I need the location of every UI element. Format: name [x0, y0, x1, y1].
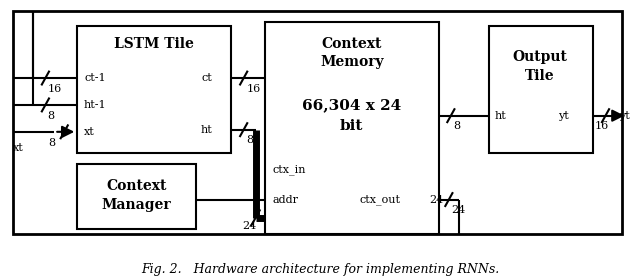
Text: Fig. 2.   Hardware architecture for implementing RNNs.: Fig. 2. Hardware architecture for implem…: [141, 263, 499, 276]
Text: addr: addr: [273, 194, 298, 204]
Text: 24: 24: [451, 205, 465, 215]
Bar: [77, 26, 231, 153]
Text: LSTM Tile: LSTM Tile: [113, 37, 193, 51]
Text: Manager: Manager: [102, 198, 172, 212]
Text: Context: Context: [106, 179, 167, 193]
Text: xt: xt: [13, 143, 24, 153]
Text: yt: yt: [620, 111, 630, 121]
Text: Memory: Memory: [320, 55, 383, 69]
Text: 8: 8: [453, 121, 460, 131]
Text: xt: xt: [84, 127, 95, 137]
Text: yt: yt: [558, 111, 569, 121]
Bar: [266, 22, 439, 234]
Text: Output: Output: [513, 50, 568, 63]
Text: 8: 8: [49, 138, 56, 148]
Text: Context: Context: [321, 37, 382, 51]
Bar: [77, 164, 196, 229]
Text: 24: 24: [429, 194, 444, 204]
Text: ct: ct: [201, 73, 212, 83]
Text: ht: ht: [201, 125, 212, 135]
Text: ht: ht: [495, 111, 506, 121]
Text: Tile: Tile: [525, 69, 555, 83]
Text: 16: 16: [47, 84, 61, 94]
Text: 8: 8: [47, 111, 54, 121]
Bar: [488, 26, 593, 153]
Text: bit: bit: [340, 119, 364, 134]
Text: ht-1: ht-1: [84, 100, 107, 110]
Text: 16: 16: [246, 84, 261, 94]
Text: 24: 24: [243, 221, 257, 232]
Text: ct-1: ct-1: [84, 73, 106, 83]
Text: 16: 16: [595, 121, 609, 131]
Text: ctx_out: ctx_out: [360, 194, 401, 205]
Text: 8: 8: [246, 135, 254, 145]
Text: ctx_in: ctx_in: [273, 164, 306, 175]
Text: 66,304 x 24: 66,304 x 24: [302, 98, 401, 112]
